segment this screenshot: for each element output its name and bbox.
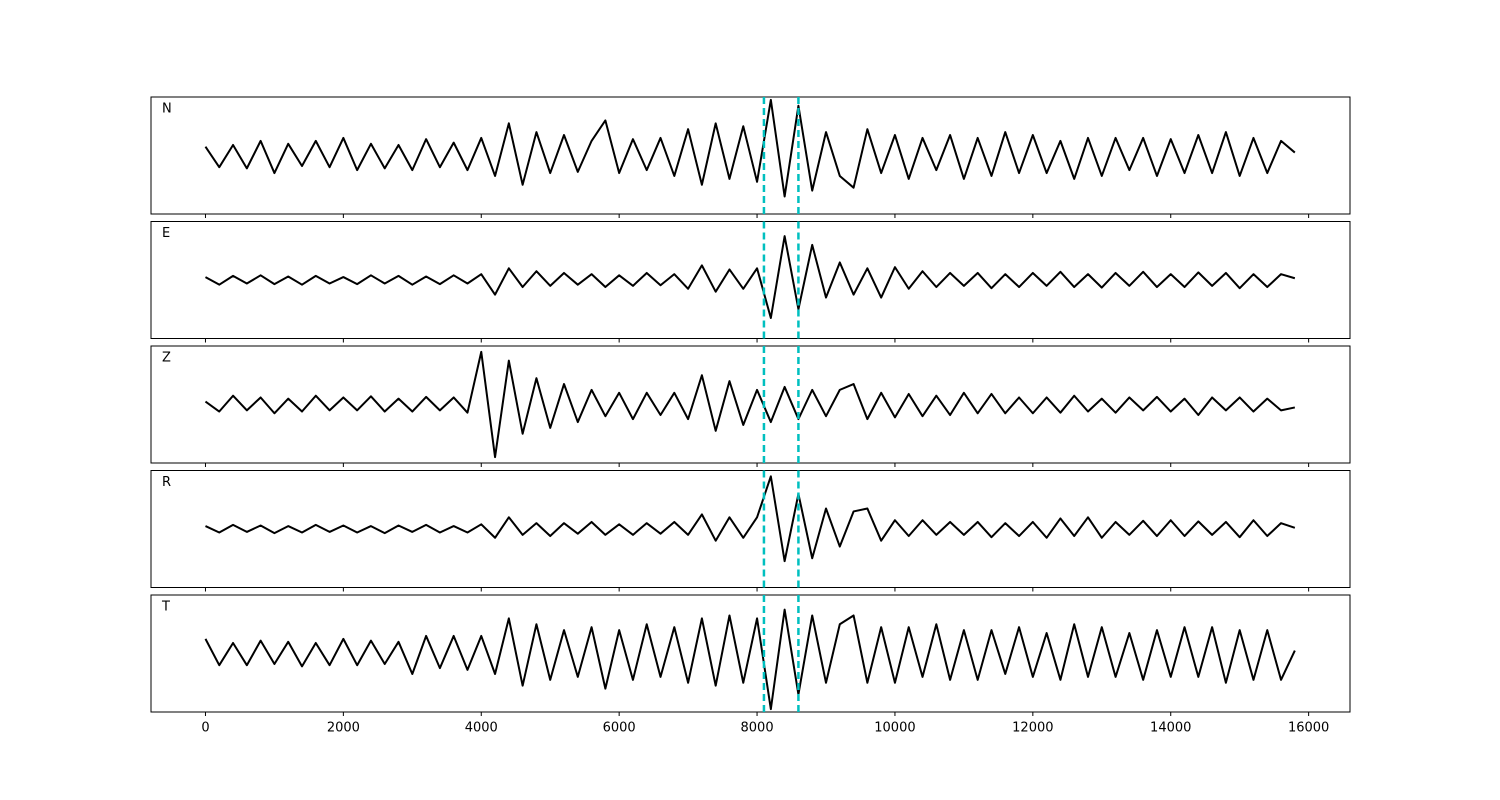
x-tick-label: 8000 <box>741 721 774 736</box>
trace <box>205 475 1296 563</box>
panel-label: T <box>161 600 170 615</box>
panel-frame <box>150 96 1351 215</box>
panel-label: E <box>162 226 170 241</box>
x-tick-label: 14000 <box>1150 721 1191 736</box>
panel-frame <box>150 221 1351 339</box>
panel-label: R <box>162 475 171 490</box>
x-tick-label: 10000 <box>874 721 915 736</box>
panel-label: Z <box>162 351 171 366</box>
trace <box>204 235 1296 320</box>
x-tick-label: 4000 <box>465 721 498 736</box>
x-tick-label: 12000 <box>1012 721 1053 736</box>
x-tick-label: 16000 <box>1288 721 1329 736</box>
panel-frame <box>150 345 1351 464</box>
trace <box>204 608 1296 711</box>
x-tick-label: 6000 <box>603 721 636 736</box>
panel-frame <box>150 470 1351 588</box>
panel-label: N <box>162 102 172 117</box>
trace <box>204 350 1296 459</box>
x-tick-label: 0 <box>201 721 209 736</box>
panel-frame <box>150 594 1351 713</box>
trace <box>204 98 1296 198</box>
x-tick-label: 2000 <box>327 721 360 736</box>
